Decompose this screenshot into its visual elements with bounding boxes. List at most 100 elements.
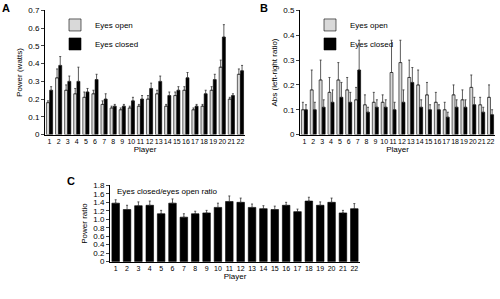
svg-text:7: 7 <box>182 265 186 272</box>
svg-text:1.4: 1.4 <box>93 198 105 207</box>
svg-text:13: 13 <box>155 138 163 145</box>
svg-text:4: 4 <box>75 138 79 145</box>
svg-text:7: 7 <box>102 138 106 145</box>
svg-text:0.6: 0.6 <box>28 24 40 33</box>
svg-text:9: 9 <box>373 138 377 145</box>
svg-text:Player: Player <box>386 145 409 154</box>
svg-text:0.6: 0.6 <box>93 232 105 241</box>
svg-text:11: 11 <box>226 265 233 272</box>
svg-text:9: 9 <box>120 138 124 145</box>
svg-text:Eyes open: Eyes open <box>350 21 388 30</box>
svg-text:5: 5 <box>84 138 88 145</box>
svg-text:A: A <box>2 2 10 14</box>
svg-text:22: 22 <box>237 138 245 145</box>
svg-text:6: 6 <box>93 138 97 145</box>
svg-text:7: 7 <box>356 138 360 145</box>
svg-text:12: 12 <box>237 265 245 272</box>
svg-text:15: 15 <box>271 265 279 272</box>
svg-text:0: 0 <box>100 257 105 266</box>
svg-text:0.1: 0.1 <box>283 106 295 115</box>
svg-text:1.6: 1.6 <box>93 190 105 199</box>
svg-text:0.4: 0.4 <box>283 31 295 40</box>
svg-text:5: 5 <box>338 138 342 145</box>
svg-text:3: 3 <box>320 138 324 145</box>
svg-text:18: 18 <box>451 138 459 145</box>
svg-text:14: 14 <box>416 138 424 145</box>
svg-text:Player: Player <box>224 272 247 281</box>
svg-text:22: 22 <box>487 138 495 145</box>
svg-text:0.5: 0.5 <box>28 42 40 51</box>
svg-text:20: 20 <box>469 138 477 145</box>
svg-text:15: 15 <box>425 138 433 145</box>
svg-text:20: 20 <box>218 138 226 145</box>
svg-text:16: 16 <box>282 265 290 272</box>
svg-text:1.0: 1.0 <box>93 215 105 224</box>
svg-text:0.4: 0.4 <box>93 240 105 249</box>
svg-text:10: 10 <box>380 138 388 145</box>
svg-text:0.1: 0.1 <box>28 113 40 122</box>
svg-text:2: 2 <box>125 265 129 272</box>
svg-text:1: 1 <box>114 265 118 272</box>
svg-text:10: 10 <box>127 138 135 145</box>
svg-text:2: 2 <box>311 138 315 145</box>
svg-text:11: 11 <box>389 138 396 145</box>
svg-text:Player: Player <box>134 145 157 154</box>
svg-text:0.8: 0.8 <box>93 224 105 233</box>
svg-text:18: 18 <box>305 265 313 272</box>
svg-text:B: B <box>260 2 268 14</box>
svg-text:1: 1 <box>48 138 52 145</box>
svg-text:12: 12 <box>398 138 406 145</box>
svg-text:6: 6 <box>347 138 351 145</box>
svg-text:19: 19 <box>316 265 324 272</box>
svg-text:9: 9 <box>205 265 209 272</box>
svg-text:1.2: 1.2 <box>93 207 105 216</box>
svg-text:4: 4 <box>329 138 333 145</box>
svg-text:Eyes closed/eyes open ratio: Eyes closed/eyes open ratio <box>117 187 218 196</box>
svg-text:17: 17 <box>442 138 450 145</box>
svg-text:8: 8 <box>111 138 115 145</box>
svg-text:18: 18 <box>200 138 208 145</box>
svg-text:Power (watts): Power (watts) <box>15 48 24 97</box>
svg-text:0.5: 0.5 <box>283 6 295 15</box>
svg-text:Power ratio: Power ratio <box>80 203 89 244</box>
svg-text:0.3: 0.3 <box>283 56 295 65</box>
svg-text:0.2: 0.2 <box>283 81 295 90</box>
svg-text:14: 14 <box>164 138 172 145</box>
svg-text:17: 17 <box>294 265 302 272</box>
svg-text:0: 0 <box>290 130 295 139</box>
svg-text:13: 13 <box>248 265 256 272</box>
svg-text:5: 5 <box>159 265 163 272</box>
svg-text:21: 21 <box>227 138 235 145</box>
svg-text:14: 14 <box>260 265 268 272</box>
svg-text:3: 3 <box>136 265 140 272</box>
svg-text:0.2: 0.2 <box>28 95 40 104</box>
svg-text:3: 3 <box>66 138 70 145</box>
svg-text:8: 8 <box>193 265 197 272</box>
svg-text:19: 19 <box>460 138 468 145</box>
svg-text:11: 11 <box>137 138 144 145</box>
svg-text:22: 22 <box>350 265 358 272</box>
svg-text:8: 8 <box>365 138 369 145</box>
svg-text:21: 21 <box>478 138 486 145</box>
svg-text:1.8: 1.8 <box>93 181 105 190</box>
svg-text:C: C <box>67 175 75 187</box>
svg-text:4: 4 <box>148 265 152 272</box>
svg-text:12: 12 <box>146 138 154 145</box>
svg-text:0.2: 0.2 <box>93 249 105 258</box>
svg-text:10: 10 <box>214 265 222 272</box>
svg-text:21: 21 <box>339 265 347 272</box>
svg-text:Eyes closed: Eyes closed <box>95 40 138 49</box>
svg-text:16: 16 <box>182 138 190 145</box>
svg-text:15: 15 <box>173 138 181 145</box>
svg-text:0: 0 <box>35 130 40 139</box>
svg-text:Eyes closed: Eyes closed <box>350 40 393 49</box>
svg-text:0.3: 0.3 <box>28 77 40 86</box>
svg-text:1: 1 <box>302 138 306 145</box>
svg-text:6: 6 <box>171 265 175 272</box>
svg-text:0.4: 0.4 <box>28 59 40 68</box>
svg-text:Abs (left-right ratio): Abs (left-right ratio) <box>270 38 279 106</box>
svg-text:16: 16 <box>433 138 441 145</box>
svg-text:0.7: 0.7 <box>28 6 40 15</box>
svg-text:13: 13 <box>407 138 415 145</box>
svg-text:Eyes open: Eyes open <box>95 21 133 30</box>
